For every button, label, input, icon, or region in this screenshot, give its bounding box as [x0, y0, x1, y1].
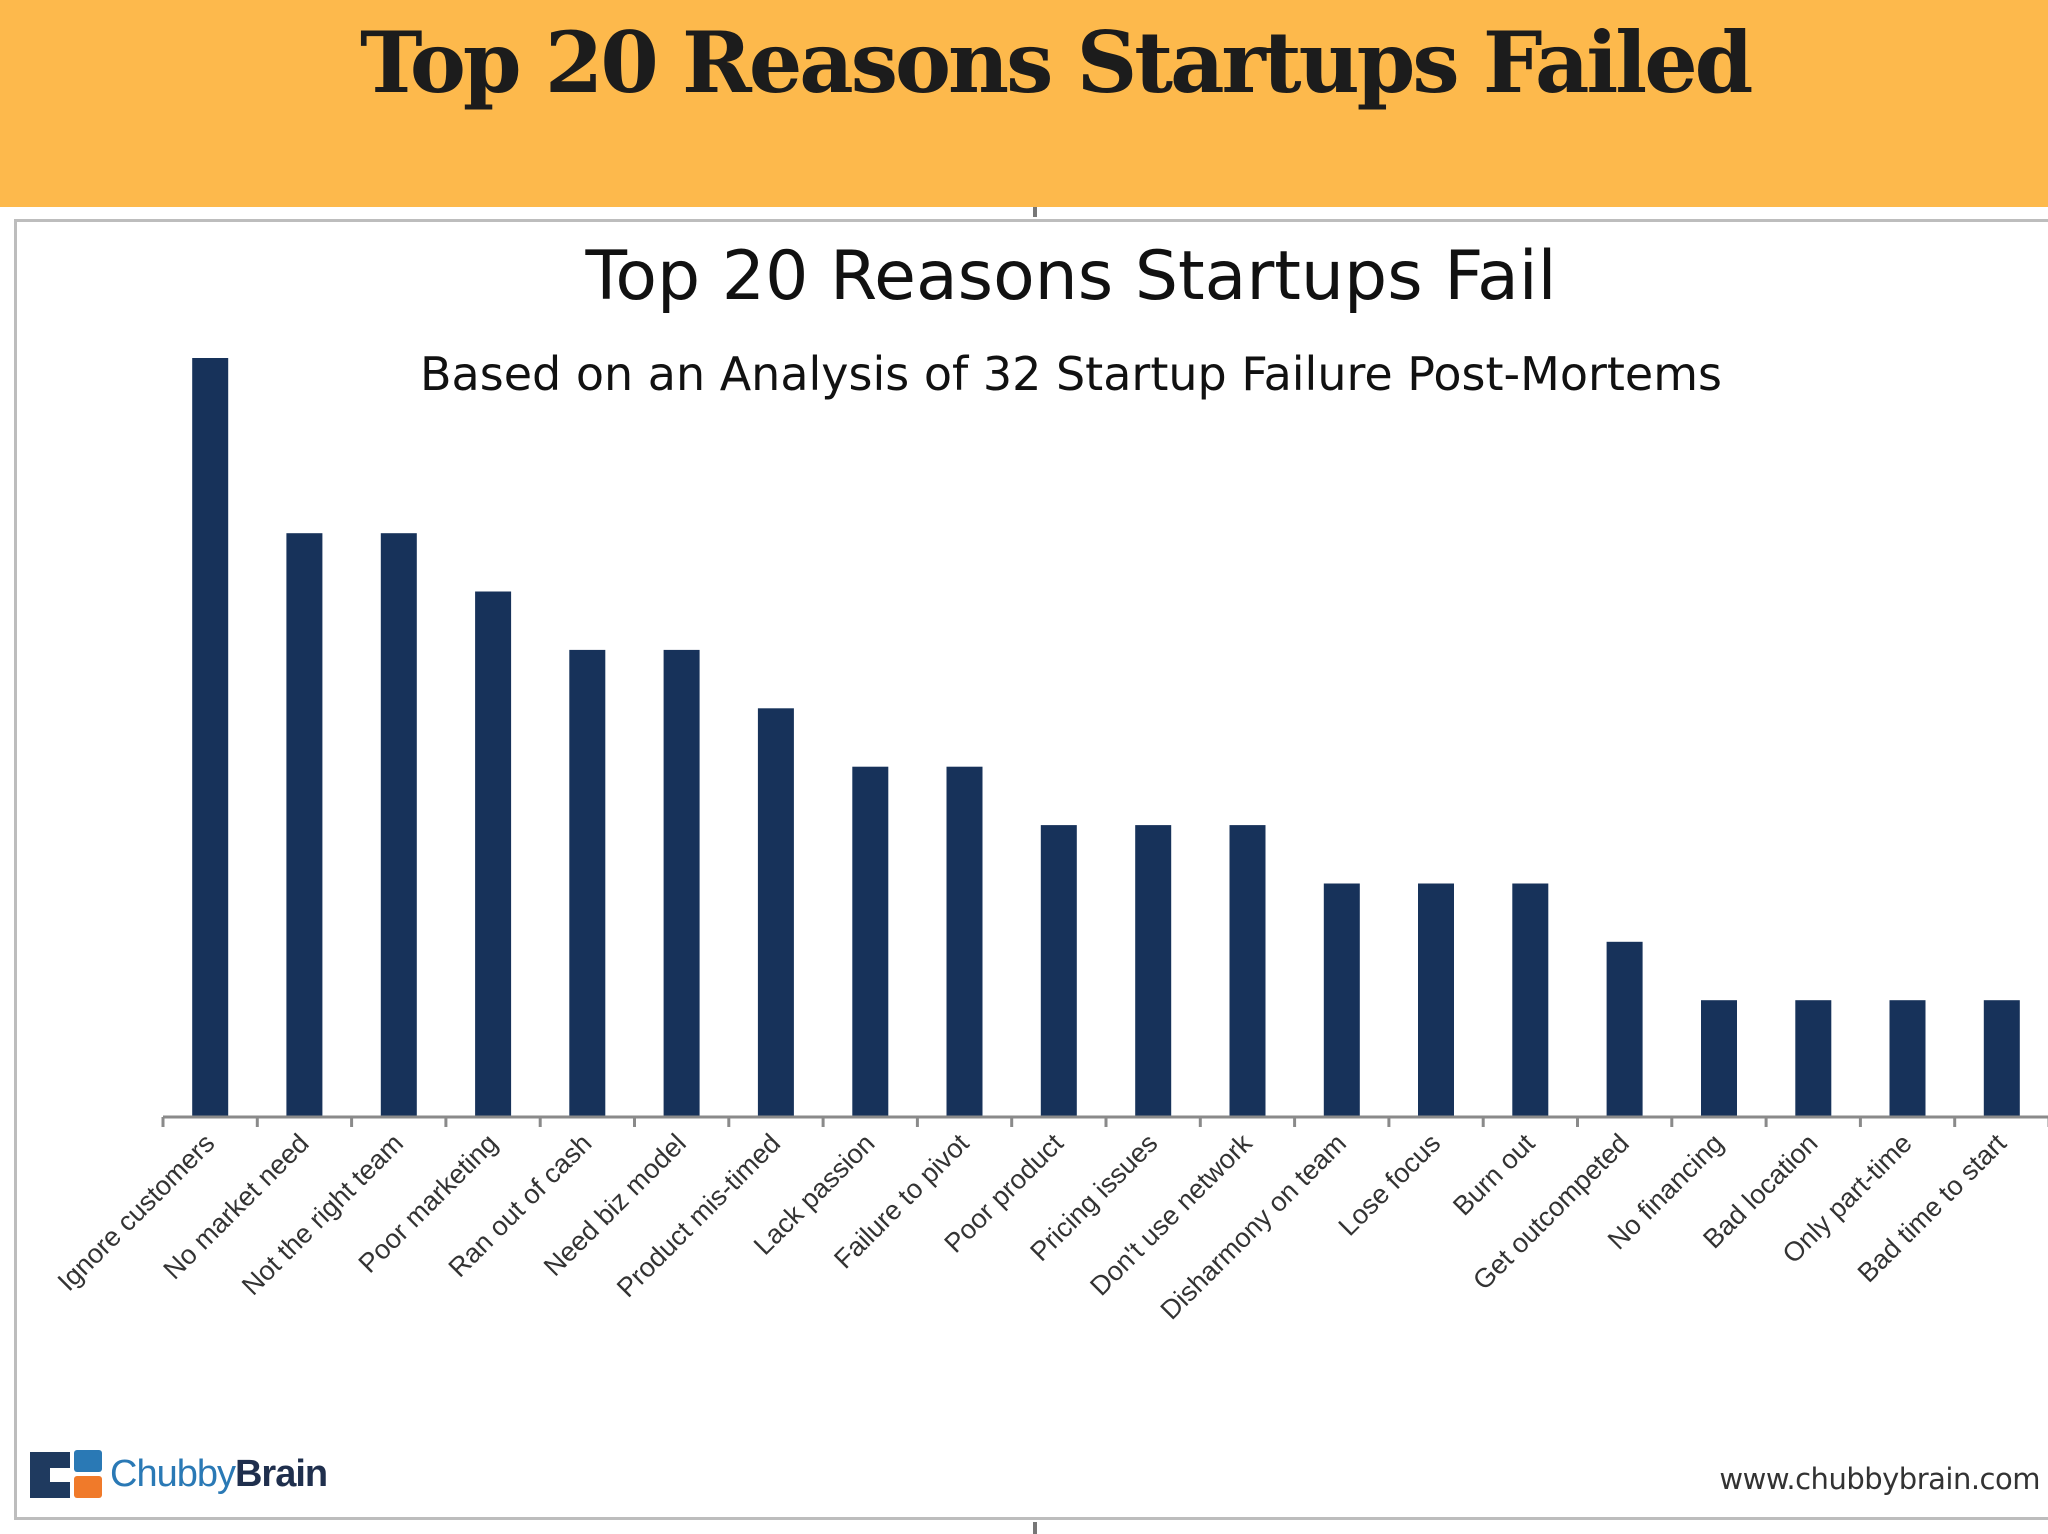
divider-tick-top	[1033, 207, 1037, 217]
bar-18	[1795, 1000, 1832, 1117]
header-banner: Top 20 Reasons Startups Failed	[0, 0, 2048, 207]
bar-14	[1418, 883, 1454, 1117]
x-tick-label-3: Not the right team	[236, 1128, 409, 1301]
bar-20	[1983, 1000, 2020, 1117]
x-tick-label-14: Lose focus	[1333, 1128, 1447, 1242]
chart-subtitle: Based on an Analysis of 32 Startup Failu…	[420, 347, 1722, 401]
logo-wordmark: ChubbyBrain	[110, 1452, 328, 1496]
bar-8	[852, 766, 889, 1117]
x-tick-label-13: Disharmony on team	[1155, 1128, 1352, 1325]
x-tick-label-7: Product mis-timed	[611, 1128, 786, 1303]
x-tick-label-12: Don't use network	[1084, 1128, 1258, 1302]
x-axis-ticks	[161, 1117, 2048, 1127]
bar-4	[475, 591, 512, 1117]
bar-5	[569, 649, 606, 1117]
bar-3	[380, 533, 417, 1117]
bar-11	[1135, 825, 1172, 1117]
bar-17	[1701, 1000, 1737, 1117]
page-title: Top 20 Reasons Startups Failed	[360, 13, 1753, 112]
bar-19	[1889, 1000, 1926, 1117]
source-url: www.chubbybrain.com	[1719, 1462, 2040, 1496]
bar-16	[1606, 941, 1643, 1117]
bar-13	[1323, 883, 1360, 1117]
bar-12	[1229, 825, 1266, 1117]
logo-wordmark-light: Chubby	[110, 1452, 236, 1495]
chart-title: Top 20 Reasons Startups Fail	[584, 237, 1556, 316]
bar-1	[192, 358, 229, 1117]
x-tick-label-16: Get outcompeted	[1467, 1128, 1635, 1296]
chubbybrain-logo-icon	[30, 1450, 102, 1498]
x-tick-label-1: Ignore customers	[52, 1128, 221, 1297]
bar-6	[663, 649, 700, 1117]
bar-7	[757, 708, 794, 1117]
bar-9	[946, 766, 983, 1117]
logo-wordmark-bold: Brain	[234, 1452, 328, 1495]
chubbybrain-logo: ChubbyBrain	[24, 1444, 328, 1504]
chart-frame: Top 20 Reasons Startups Fail Based on an…	[14, 219, 2048, 1520]
bar-chart: Top 20 Reasons Startups Fail Based on an…	[52, 237, 2048, 1326]
x-tick-label-15: Burn out	[1447, 1128, 1541, 1222]
bar-2	[286, 533, 323, 1117]
bar-10	[1040, 825, 1077, 1117]
bar-group	[192, 358, 2020, 1117]
bar-15	[1512, 883, 1549, 1117]
divider-tick-bottom	[1033, 1522, 1037, 1534]
